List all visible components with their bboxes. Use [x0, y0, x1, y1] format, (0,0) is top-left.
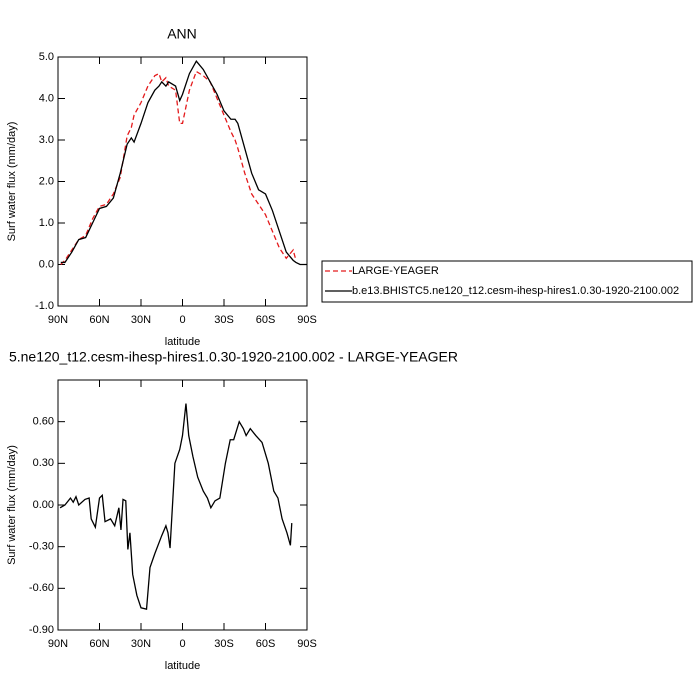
x-tick-label: 30S [214, 638, 234, 650]
y-axis-label: Surf water flux (mm/day) [6, 122, 18, 242]
y-tick-label: 0.0 [39, 258, 54, 270]
legend-label: b.e13.BHISTC5.ne120_t12.cesm-ihesp-hires… [352, 285, 679, 297]
x-tick-label: 0 [179, 638, 185, 650]
y-tick-label: 0.00 [33, 499, 54, 511]
data-line [60, 60, 307, 266]
chart-title: ANN [167, 26, 197, 42]
y-tick-label: 5.0 [39, 51, 54, 63]
y-tick-label: 3.0 [39, 134, 54, 146]
y-tick-label: 4.0 [39, 92, 54, 104]
x-tick-label: 30N [131, 638, 151, 650]
y-axis-label: Surf water flux (mm/day) [6, 445, 18, 565]
y-tick-label: -0.90 [29, 624, 54, 636]
x-tick-label: 60N [89, 314, 109, 326]
x-axis-label: latitude [165, 336, 200, 348]
data-line [60, 70, 297, 265]
x-tick-label: 60N [89, 638, 109, 650]
y-tick-label: -0.60 [29, 582, 54, 594]
x-tick-label: 60S [256, 314, 276, 326]
x-tick-label: 90N [48, 638, 68, 650]
x-tick-label: 90N [48, 314, 68, 326]
x-tick-label: 90S [297, 638, 317, 650]
y-tick-label: 2.0 [39, 175, 54, 187]
x-tick-label: 90S [297, 314, 317, 326]
legend-box [321, 260, 693, 303]
plot-frame [57, 56, 308, 307]
y-tick-label: -1.0 [35, 300, 54, 312]
y-tick-label: -0.30 [29, 541, 54, 553]
plot-frame [57, 379, 308, 631]
y-tick-label: 0.30 [33, 457, 54, 469]
x-tick-label: 30S [214, 314, 234, 326]
x-tick-label: 0 [179, 314, 185, 326]
x-tick-label: 30N [131, 314, 151, 326]
legend-label: LARGE-YEAGER [352, 265, 439, 277]
chart-title: 5.ne120_t12.cesm-ihesp-hires1.0.30-1920-… [9, 349, 458, 365]
x-axis-label: latitude [165, 660, 200, 672]
data-line [59, 403, 293, 610]
y-tick-label: 1.0 [39, 217, 54, 229]
x-tick-label: 60S [256, 638, 276, 650]
y-tick-label: 0.60 [33, 416, 54, 428]
